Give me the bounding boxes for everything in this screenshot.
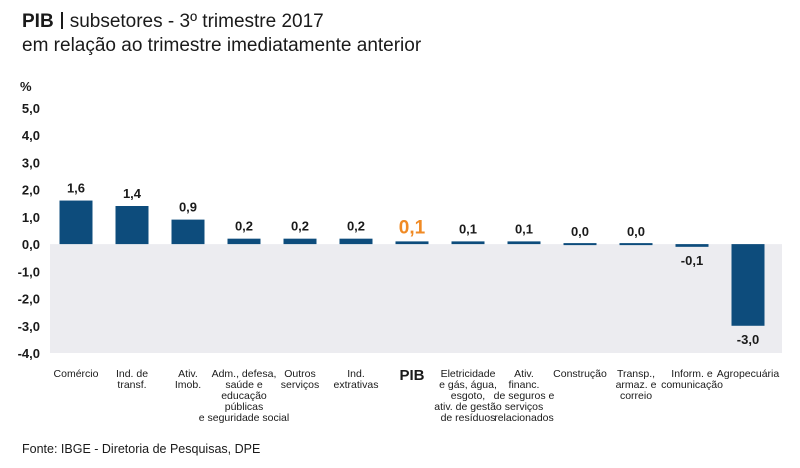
bar: [115, 206, 149, 245]
data-label: 0,1: [515, 221, 533, 236]
source-note: Fonte: IBGE - Diretoria de Pesquisas, DP…: [22, 442, 261, 456]
y-tick-label: -1,0: [18, 264, 40, 279]
title-rest: subsetores - 3º trimestre 2017: [69, 11, 324, 32]
bar-chart: % 5,0 4,0 3,0 2,0 1,0 0,0 -1,0 -2,0 -3,0 -4,0 1,6 1…: [18, 79, 782, 424]
data-label: -3,0: [737, 332, 759, 347]
bar: [619, 243, 653, 246]
data-label: 1,6: [67, 181, 85, 196]
category-label: Adm., defesa, saúde e educação públicas e se…: [199, 368, 289, 424]
data-label: 0,1: [399, 217, 426, 238]
bar: [59, 200, 93, 245]
bar: [339, 238, 373, 245]
data-label: 0,2: [347, 219, 365, 234]
title-separator: [60, 12, 63, 29]
chart-header: PIB subsetores - 3º trimestre 2017 em rel…: [22, 10, 421, 58]
category-label: Construção: [553, 368, 607, 380]
y-tick-label: 5,0: [22, 101, 40, 116]
category-label: Comércio: [54, 368, 99, 380]
data-label: 0,9: [179, 200, 197, 215]
chart-title: PIB subsetores - 3º trimestre 2017: [22, 10, 421, 34]
y-tick-label: -2,0: [18, 292, 40, 307]
data-label: 0,0: [627, 224, 645, 239]
data-label: 0,1: [459, 221, 477, 236]
bar: [507, 241, 541, 245]
y-tick-label: -3,0: [18, 319, 40, 334]
bar: [395, 241, 429, 245]
data-label: 0,2: [291, 219, 309, 234]
data-label: 0,0: [571, 224, 589, 239]
category-label: Eletricidade e gás, água, esgoto, ativ. de …: [434, 368, 502, 424]
y-tick-label: 3,0: [22, 155, 40, 170]
bar: [675, 244, 709, 247]
data-label: 0,2: [235, 219, 253, 234]
category-label: Outros serviços: [281, 368, 320, 391]
y-tick-label: 0,0: [22, 237, 40, 252]
y-tick-label: -4,0: [18, 346, 40, 361]
chart-subtitle: em relação ao trimestre imediatamente an…: [22, 35, 422, 56]
category-label: Agropecuária: [717, 368, 780, 380]
y-tick-label: 2,0: [22, 183, 40, 198]
y-tick-label: 4,0: [22, 128, 40, 143]
y-axis-unit-label: %: [20, 79, 32, 94]
bar: [171, 219, 205, 245]
category-label: Transp., armaz. e correio: [616, 368, 657, 402]
negative-region-band: [50, 244, 782, 353]
category-label: Inform. e comunicação: [661, 368, 723, 391]
bar: [283, 238, 317, 245]
category-label: Ind. de transf.: [116, 368, 148, 391]
category-label: Ativ. financ. de seguros e serviços relacion…: [494, 368, 555, 424]
y-tick-label: 1,0: [22, 210, 40, 225]
data-label: -0,1: [681, 253, 703, 268]
category-label: Ind. extrativas: [334, 368, 379, 391]
category-label: Ativ. Imob.: [175, 368, 201, 391]
bar: [227, 238, 261, 245]
bar: [731, 244, 765, 326]
category-label: PIB: [399, 367, 424, 384]
bar: [563, 243, 597, 246]
title-strong: PIB: [22, 11, 54, 32]
bar: [451, 241, 485, 245]
data-label: 1,4: [123, 186, 142, 201]
